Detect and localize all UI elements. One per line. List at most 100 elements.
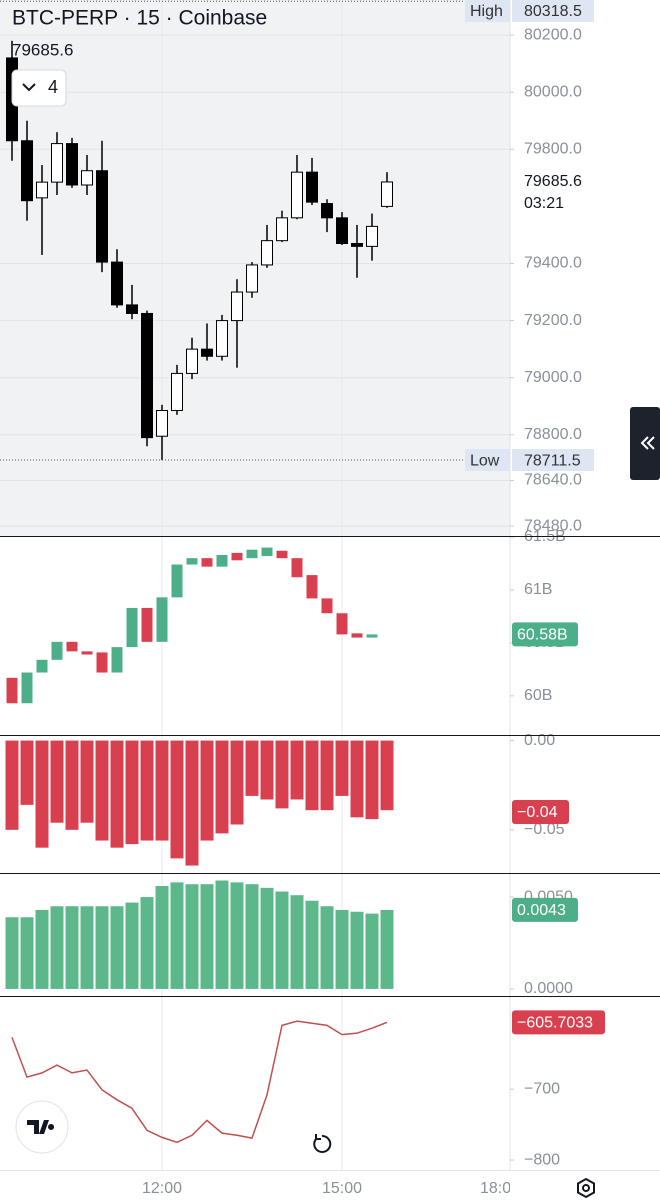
histogram-bar (335, 909, 349, 989)
histogram-bar (365, 740, 379, 820)
candle-body (126, 304, 138, 314)
candle-body (351, 243, 363, 247)
candle-body (231, 291, 243, 322)
settings-dot (582, 1184, 590, 1192)
axes: 78480.0 78640.0 78800.0 79000.0 79200.0 79400… (142, 0, 605, 1197)
histogram-bar (110, 906, 124, 989)
reset-icon (313, 1134, 332, 1153)
price-badge-label: 60.58B (517, 627, 568, 644)
candle-body (111, 647, 123, 673)
indicator-toggle[interactable]: 4 (11, 69, 67, 107)
y-tick-label: 78480.0 (524, 517, 582, 534)
extreme-value-box (512, 449, 594, 472)
candle-body (261, 547, 273, 557)
candle-body (81, 170, 93, 186)
extreme-tag (465, 449, 510, 472)
candle-body (36, 181, 48, 199)
histogram-bar (20, 740, 34, 805)
candle-body (201, 348, 213, 357)
price-badge (512, 1010, 605, 1035)
settings-icon[interactable] (577, 1177, 595, 1199)
toggle-box[interactable] (11, 69, 67, 107)
candle-body (171, 564, 183, 598)
reset-button[interactable] (303, 1124, 341, 1162)
candle-body (111, 261, 123, 306)
histogram-bar (245, 740, 259, 796)
candle-body (66, 143, 78, 186)
indicator-line (11, 1020, 388, 1144)
y-tick-label: 61B (524, 581, 552, 598)
histogram-bar (65, 906, 79, 989)
histogram-bar (140, 740, 154, 841)
histogram-bar (320, 906, 334, 989)
candle-body (336, 613, 348, 635)
reset-circle[interactable] (303, 1124, 341, 1162)
logo[interactable] (15, 1100, 69, 1154)
candle-body (231, 552, 243, 561)
histogram-bar (335, 740, 349, 796)
histogram-bar (5, 917, 19, 989)
x-tick-label: 15:00 (322, 1180, 362, 1197)
candle-body (66, 641, 78, 652)
candle-body (261, 240, 273, 266)
y-tick-label: 78800.0 (524, 426, 582, 443)
histogram-bar (320, 740, 334, 811)
histogram-bar (20, 917, 34, 989)
histogram-bar (125, 740, 139, 845)
candle-body (381, 181, 393, 207)
price-badge (512, 622, 578, 647)
histogram-bar (50, 740, 64, 823)
histogram-bar (35, 909, 49, 989)
histogram-bar (350, 740, 364, 818)
collapse-tab[interactable] (630, 407, 660, 480)
histogram-bar (215, 740, 229, 834)
settings-button[interactable] (577, 1177, 595, 1199)
histogram-bar (95, 906, 109, 989)
bar-countdown: 03:21 (524, 195, 564, 212)
candle-body (276, 217, 288, 242)
histogram-bar (275, 740, 289, 809)
histogram-bar (275, 891, 289, 989)
candle-body (366, 225, 378, 247)
candle-body (186, 558, 198, 565)
logo-mark (27, 1120, 55, 1134)
candle-body (171, 372, 183, 412)
histogram-bar (260, 887, 274, 989)
candle-body (96, 652, 108, 673)
histogram-bar (95, 740, 109, 841)
histogram-bar (80, 740, 94, 823)
candle-body (321, 203, 333, 219)
candle-body (51, 143, 63, 183)
chevron-icon (22, 83, 36, 92)
price-badge-label: −0.04 (517, 804, 558, 821)
histogram-bar (65, 740, 79, 830)
indicator-count: 4 (48, 77, 58, 97)
candle-body (336, 217, 348, 245)
histogram-bar (185, 740, 199, 866)
candle-body (81, 651, 93, 655)
histogram-bar (380, 740, 394, 811)
candle-body (306, 575, 318, 599)
histogram-bar (290, 895, 304, 989)
price-badge-label: 0.0043 (517, 902, 566, 919)
price-badge-label: −605.7033 (517, 1015, 593, 1032)
histogram-bar (260, 740, 274, 800)
extreme-tag-label: Low (470, 452, 500, 469)
candle-body (6, 677, 18, 704)
histogram-bar (80, 906, 94, 989)
histogram-bar (305, 900, 319, 989)
candle-body (156, 410, 168, 437)
histogram-bar (110, 740, 124, 848)
tab-bg[interactable] (630, 407, 660, 480)
histogram-bar (50, 906, 64, 989)
x-tick-label: 18:00 (480, 1180, 520, 1197)
histogram-bar (230, 740, 244, 825)
y-tick-label: −0.05 (524, 821, 565, 838)
candle-body (51, 641, 63, 660)
candle-body (366, 634, 378, 638)
candle-body (141, 607, 153, 642)
histogram-bar (170, 882, 184, 989)
y-tick-label: −700 (524, 1080, 560, 1097)
candle-body (306, 171, 318, 203)
candle-body (156, 597, 168, 642)
